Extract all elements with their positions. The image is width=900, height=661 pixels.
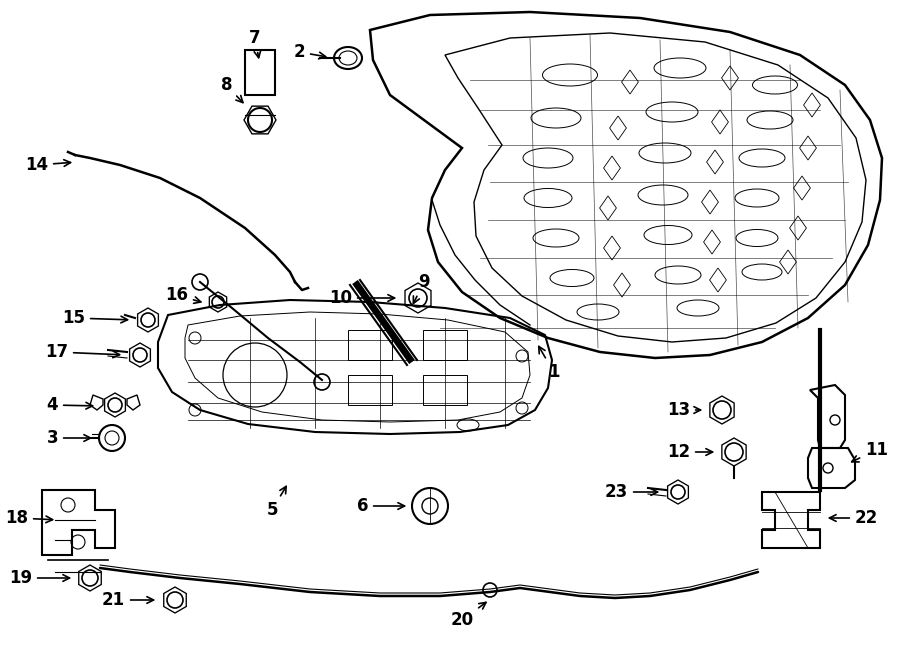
Text: 11: 11 — [851, 441, 888, 462]
Text: 21: 21 — [102, 591, 154, 609]
Text: 9: 9 — [413, 273, 430, 303]
Bar — [348, 375, 392, 405]
Text: 23: 23 — [605, 483, 658, 501]
Bar — [245, 50, 275, 95]
Text: 14: 14 — [25, 156, 70, 174]
Text: 18: 18 — [5, 509, 52, 527]
Text: 8: 8 — [220, 76, 243, 102]
Text: 16: 16 — [165, 286, 201, 304]
Bar — [423, 330, 467, 360]
Text: 1: 1 — [539, 346, 560, 381]
Text: 6: 6 — [356, 497, 405, 515]
Text: 7: 7 — [249, 29, 261, 58]
Text: 13: 13 — [667, 401, 700, 419]
Text: 2: 2 — [293, 43, 326, 61]
Bar — [423, 375, 467, 405]
Text: 22: 22 — [830, 509, 878, 527]
Text: 12: 12 — [667, 443, 713, 461]
Text: 4: 4 — [47, 396, 93, 414]
Text: 15: 15 — [62, 309, 128, 327]
Text: 19: 19 — [9, 569, 69, 587]
Text: 10: 10 — [329, 289, 394, 307]
Text: 5: 5 — [266, 486, 286, 519]
Text: 3: 3 — [47, 429, 91, 447]
Text: 20: 20 — [450, 602, 486, 629]
Bar — [348, 330, 392, 360]
Text: 17: 17 — [45, 343, 120, 361]
